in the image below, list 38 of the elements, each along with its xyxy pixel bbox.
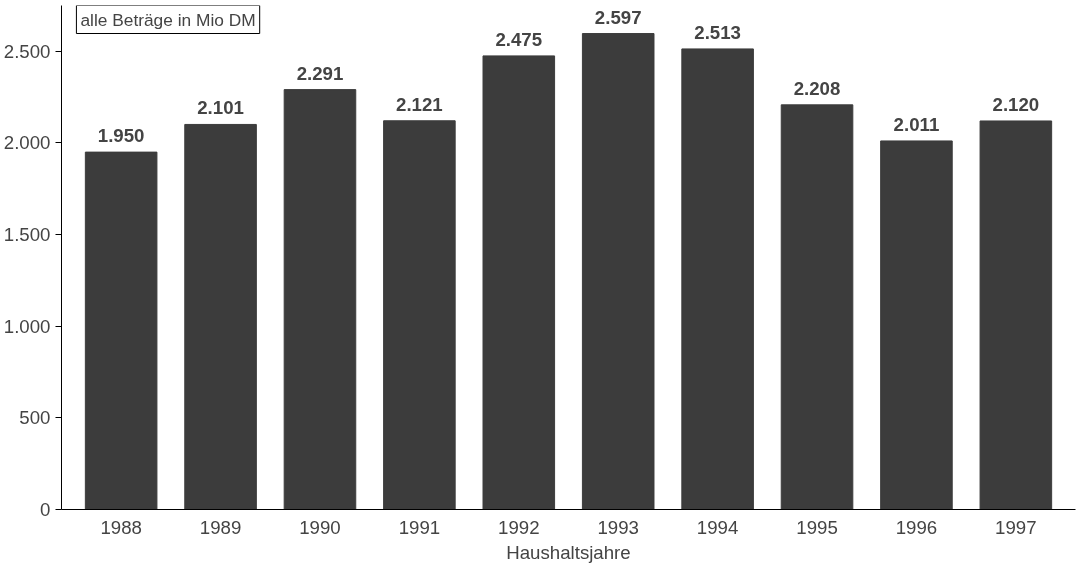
x-tick-label: 1996 [895, 516, 938, 538]
data-label: 1.950 [97, 125, 145, 147]
y-tick-label: 2.000 [3, 132, 51, 154]
y-tick-label: 1.000 [3, 315, 51, 337]
x-tick-label: 1992 [498, 516, 540, 538]
x-tick-label: 1994 [696, 516, 739, 538]
data-label: 2.597 [594, 6, 642, 28]
bar [283, 89, 357, 510]
bar [681, 48, 754, 510]
bar [482, 55, 556, 510]
bar [979, 120, 1053, 510]
x-tick-label: 1997 [995, 516, 1037, 538]
data-label: 2.475 [495, 28, 543, 50]
y-tick-label: 1.500 [3, 224, 51, 246]
y-tick-label: 2.500 [3, 40, 51, 62]
x-tick-label: 1988 [100, 516, 142, 538]
bar [581, 33, 655, 510]
y-tick-label: 0 [40, 499, 51, 520]
x-axis-title: Haushaltsjahre [506, 541, 631, 563]
data-label: 2.120 [992, 93, 1040, 115]
data-label: 2.011 [893, 113, 940, 135]
bar [383, 120, 456, 510]
data-label: 2.101 [197, 97, 244, 119]
annotation: alle Beträge in Mio DM [80, 9, 256, 30]
bar [780, 104, 854, 510]
x-tick-label: 1995 [796, 516, 838, 538]
data-label: 2.291 [296, 62, 344, 84]
x-tick-label: 1991 [398, 516, 441, 538]
y-tick-label: 500 [19, 407, 51, 429]
x-tick-label: 1990 [299, 516, 341, 538]
x-tick-label: 1993 [597, 516, 639, 538]
bar [184, 123, 257, 510]
data-label: 2.208 [793, 77, 841, 99]
bar [880, 140, 953, 510]
data-label: 2.513 [694, 21, 741, 43]
data-label: 2.121 [396, 93, 443, 115]
x-tick-label: 1989 [199, 516, 242, 538]
bar [84, 151, 158, 510]
